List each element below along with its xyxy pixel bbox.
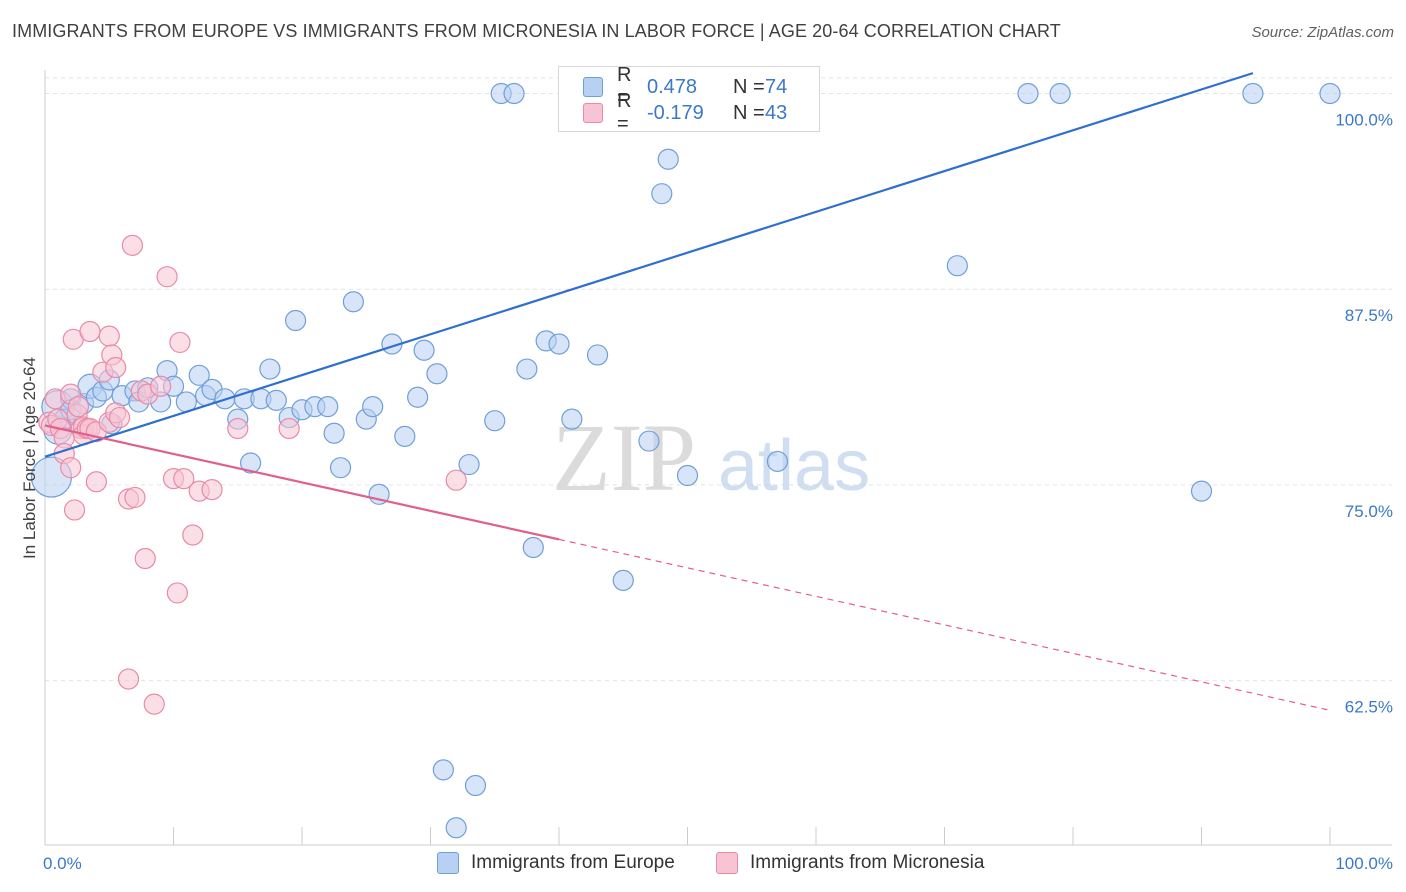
micronesia-r-label: R =: [617, 90, 632, 135]
micronesia-point: [117, 668, 140, 690]
europe-point: [612, 569, 634, 592]
europe-point: [1049, 82, 1071, 105]
y-tick-label: 75.0%: [1345, 502, 1393, 521]
europe-point: [323, 422, 345, 444]
europe-point: [516, 358, 538, 380]
y-tick-label: 87.5%: [1345, 306, 1393, 325]
bottom-micronesia-label: Immigrants from Micronesia: [750, 852, 985, 873]
micronesia-point: [143, 693, 165, 715]
europe-point: [638, 430, 660, 452]
europe-point: [484, 410, 506, 432]
europe-point: [265, 389, 287, 411]
micronesia-point: [278, 417, 300, 440]
europe-point: [1017, 82, 1039, 105]
europe-point: [464, 774, 487, 797]
micronesia-point: [98, 325, 120, 347]
europe-point: [259, 358, 281, 380]
europe-r-label: R =: [617, 64, 632, 109]
europe-point: [394, 425, 416, 447]
micronesia-r-value: -0.179: [647, 101, 704, 124]
europe-point: [561, 408, 583, 430]
europe-point: [362, 396, 384, 418]
europe-point: [676, 464, 699, 487]
x-tick-label: 0.0%: [43, 854, 82, 873]
europe-point: [407, 386, 429, 408]
europe-point: [946, 255, 968, 277]
europe-point: [432, 759, 454, 781]
watermark: ZIP atlas: [552, 404, 870, 511]
micronesia-n-label: N =: [733, 101, 765, 124]
europe-point: [1319, 82, 1341, 105]
micronesia-point: [182, 524, 204, 546]
europe-point: [503, 82, 525, 105]
stats-legend: R = 0.478 N = 74 R = -0.179 N = 43: [558, 64, 820, 135]
bottom-europe-swatch: [437, 852, 459, 874]
europe-point: [548, 333, 570, 355]
micronesia-point: [105, 356, 127, 379]
trend-layer: [44, 72, 1331, 711]
europe-point: [766, 450, 789, 473]
legend-row-europe: R = 0.478 N = 74: [583, 64, 788, 109]
trend-line: [44, 72, 1254, 458]
europe-point: [329, 457, 352, 479]
europe-point: [317, 396, 339, 418]
europe-point: [240, 452, 262, 474]
bottom-micronesia-swatch: [716, 852, 738, 874]
legend-row-micronesia: R = -0.179 N = 43: [583, 90, 788, 135]
europe-point: [651, 183, 673, 205]
europe-r-value: 0.478: [647, 75, 698, 98]
europe-point: [657, 148, 679, 170]
europe-swatch: [583, 77, 603, 97]
europe-point: [413, 339, 435, 361]
trend-line-solid: [44, 424, 560, 541]
source-label: Source: ZipAtlas.com: [1251, 24, 1394, 41]
bottom-europe-label: Immigrants from Europe: [471, 852, 675, 873]
micronesia-n-value: 43: [765, 101, 788, 124]
chart-title: IMMIGRANTS FROM EUROPE VS IMMIGRANTS FRO…: [12, 21, 1061, 41]
micronesia-point: [445, 469, 467, 491]
bottom-legend-micronesia: Immigrants from Micronesia: [716, 852, 984, 874]
micronesia-point: [156, 266, 178, 288]
europe-point: [188, 364, 210, 386]
watermark-atlas: atlas: [718, 426, 870, 506]
trend-line-dashed: [558, 538, 1331, 711]
micronesia-point: [227, 417, 249, 440]
labels-layer: 62.5% 75.0% 87.5% 100.0% 0.0% 100.0%: [43, 110, 1393, 873]
europe-point: [1190, 480, 1213, 502]
europe-point: [342, 291, 364, 313]
europe-point: [522, 536, 544, 559]
micronesia-swatch: [583, 103, 603, 123]
europe-point: [458, 453, 480, 476]
europe-point: [426, 363, 448, 385]
europe-point: [1242, 82, 1264, 105]
europe-n-value: 74: [765, 75, 788, 98]
europe-point: [284, 309, 307, 332]
micronesia-point: [60, 457, 82, 479]
europe-n-label: N =: [733, 75, 765, 98]
grid-layer: [45, 77, 1392, 682]
micronesia-point: [108, 406, 131, 429]
europe-point: [445, 817, 467, 839]
x-tick-label: 100.0%: [1335, 854, 1393, 873]
bottom-legend-europe: Immigrants from Europe: [437, 852, 675, 874]
micronesia-point: [79, 320, 101, 343]
micronesia-point: [134, 547, 156, 570]
y-tick-label: 62.5%: [1345, 698, 1393, 717]
micronesia-point: [150, 375, 172, 397]
micronesia-point: [124, 486, 146, 509]
micronesia-point: [166, 582, 188, 604]
micronesia-point: [121, 234, 143, 256]
micronesia-point: [67, 396, 90, 418]
micronesia-point: [173, 468, 195, 490]
micronesia-point: [63, 499, 86, 521]
micronesia-point: [169, 331, 191, 354]
micronesia-point: [85, 471, 108, 493]
y-axis-label: In Labor Force | Age 20-64: [20, 357, 39, 559]
y-tick-label: 100.0%: [1335, 110, 1393, 129]
micronesia-point: [201, 478, 223, 501]
europe-point: [586, 344, 609, 366]
